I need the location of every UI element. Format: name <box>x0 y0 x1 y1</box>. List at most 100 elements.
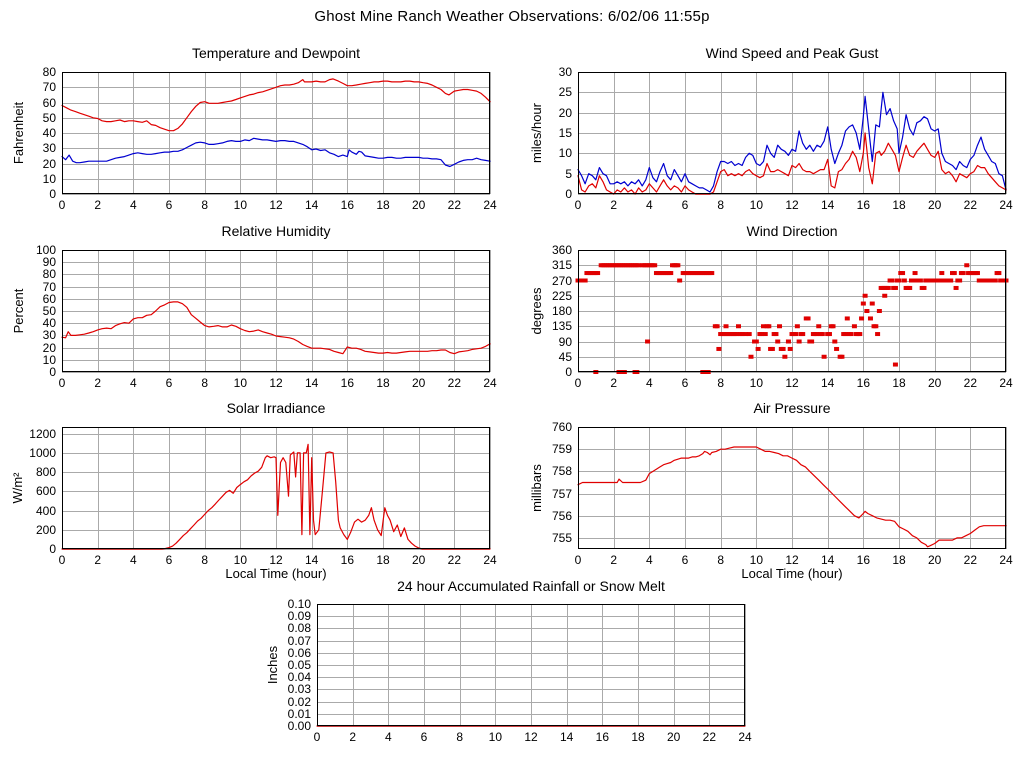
x-tick-label: 22 <box>447 553 461 567</box>
y-tick-label: 90 <box>558 334 572 349</box>
x-axis-label-local-time-left: Local Time (hour) <box>225 566 327 581</box>
x-tick-label: 18 <box>376 553 390 567</box>
chart-title-wind-speed-gust: Wind Speed and Peak Gust <box>705 45 879 61</box>
x-tick-label: 12 <box>269 376 283 390</box>
x-tick-label: 4 <box>129 553 137 567</box>
x-tick-label: 22 <box>447 198 461 212</box>
x-tick-label: 0 <box>58 376 66 390</box>
y-tick-label: 1200 <box>29 426 56 441</box>
chart-temperature-dewpoint: 0 2 4 6 8 10 12 14 16 18 20 22 24 0 10 20 30 40 50 60 70 80 <box>43 66 497 212</box>
wind-speed-gust-plot-area <box>577 72 1007 195</box>
chart-wind-direction: 0 2 4 6 8 10 12 14 16 18 20 22 24 0 45 90 135 180 225 270 31… <box>552 244 1013 390</box>
x-tick-label: 8 <box>456 730 463 744</box>
x-tick-label: 18 <box>892 553 906 567</box>
y-tick-label: 70 <box>42 279 56 294</box>
x-tick-label: 14 <box>820 198 835 212</box>
chart-title-wind-direction: Wind Direction <box>746 223 838 239</box>
x-tick-label: 0 <box>574 553 582 567</box>
chart-solar-irradiance: 0 2 4 6 8 10 12 14 16 18 20 22 24 0 200 400 600 800 1000 12… <box>29 427 497 567</box>
y-tick-label: 60 <box>42 95 56 110</box>
x-tick-label: 6 <box>681 376 689 390</box>
chart-title-rainfall: 24 hour Accumulated Rainfall or Snow Mel… <box>397 578 665 594</box>
x-tick-label: 2 <box>610 376 617 390</box>
x-tick-label: 6 <box>165 553 173 567</box>
x-tick-label: 10 <box>488 730 502 744</box>
x-tick-label: 14 <box>820 376 835 390</box>
x-tick-label: 6 <box>165 376 173 390</box>
x-tick-label: 24 <box>483 198 497 212</box>
wind-direction-plot-area <box>575 250 1009 374</box>
x-tick-label: 8 <box>201 376 208 390</box>
temperature-dewpoint-plot-area <box>61 72 491 195</box>
page-title: Ghost Mine Ranch Weather Observations: 6… <box>314 8 710 25</box>
x-tick-label: 16 <box>340 376 354 390</box>
x-tick-label: 24 <box>483 553 497 567</box>
y-tick-label: 25 <box>558 85 572 100</box>
chart-relative-humidity: 0 2 4 6 8 10 12 14 16 18 20 22 24 0 10 20 30 40 50 60 70 80 90… <box>36 244 497 390</box>
y-tick-label: 20 <box>558 105 572 120</box>
y-tick-label: 10 <box>42 352 56 367</box>
y-tick-label: 759 <box>551 442 572 457</box>
y-tick-label: 225 <box>551 288 572 303</box>
x-tick-label: 20 <box>411 376 426 390</box>
y-tick-label: 0.05 <box>287 658 311 672</box>
y-tick-label: 50 <box>42 304 56 318</box>
y-tick-label: 0.02 <box>287 694 311 709</box>
chart-title-air-pressure: Air Pressure <box>753 400 831 416</box>
y-tick-label: 70 <box>42 80 56 95</box>
x-tick-label: 20 <box>927 198 942 212</box>
x-tick-label: 20 <box>411 198 426 212</box>
x-tick-label: 10 <box>749 553 763 567</box>
y-tick-label: 80 <box>42 267 56 282</box>
x-tick-label: 18 <box>892 198 906 212</box>
x-tick-label: 20 <box>927 376 942 390</box>
y-tick-label: 200 <box>35 522 56 537</box>
x-tick-label: 2 <box>349 730 356 744</box>
y-tick-label: 0 <box>565 187 572 201</box>
x-tick-label: 16 <box>340 553 354 567</box>
x-tick-label: 12 <box>269 553 283 567</box>
x-tick-label: 12 <box>785 198 799 212</box>
x-tick-label: 4 <box>129 376 137 390</box>
y-tick-label: 60 <box>42 291 56 306</box>
y-tick-label: 180 <box>551 304 572 318</box>
x-tick-label: 24 <box>999 553 1013 567</box>
x-tick-label: 16 <box>340 198 354 212</box>
x-tick-label: 2 <box>94 376 101 390</box>
x-tick-label: 12 <box>785 376 799 390</box>
y-tick-label: 0.00 <box>287 719 311 733</box>
x-tick-label: 24 <box>483 376 497 390</box>
chart-title-solar-irradiance: Solar Irradiance <box>226 400 326 416</box>
y-tick-label: 30 <box>42 328 56 343</box>
x-tick-label: 6 <box>681 553 689 567</box>
x-tick-label: 10 <box>749 198 763 212</box>
y-tick-label: 40 <box>42 316 56 331</box>
y-tick-label: 0.01 <box>287 706 311 721</box>
x-tick-label: 24 <box>999 376 1013 390</box>
x-tick-label: 8 <box>201 553 208 567</box>
x-tick-label: 14 <box>304 198 319 212</box>
y-tick-label: 30 <box>558 65 572 79</box>
x-tick-label: 2 <box>610 553 617 567</box>
y-tick-label: 0.08 <box>287 621 311 636</box>
x-tick-label: 16 <box>856 198 870 212</box>
y-tick-label: 45 <box>558 349 572 364</box>
y-tick-label: 15 <box>558 126 572 140</box>
y-tick-label: 360 <box>551 243 572 257</box>
y-tick-label: 400 <box>35 503 56 518</box>
x-tick-label: 18 <box>376 198 390 212</box>
x-tick-label: 6 <box>681 198 689 212</box>
x-tick-label: 8 <box>717 553 724 567</box>
x-tick-label: 6 <box>165 198 173 212</box>
relative-humidity-plot-area <box>61 250 491 373</box>
x-tick-label: 8 <box>201 198 208 212</box>
x-tick-label: 22 <box>963 198 977 212</box>
x-axis-label-local-time-right: Local Time (hour) <box>741 566 843 581</box>
x-tick-label: 14 <box>820 553 835 567</box>
x-tick-label: 4 <box>645 376 653 390</box>
x-tick-label: 0 <box>58 553 66 567</box>
x-tick-label: 20 <box>411 553 426 567</box>
y-tick-label: 80 <box>42 65 56 79</box>
y-tick-label: 30 <box>42 141 56 156</box>
y-tick-label: 0 <box>49 365 56 379</box>
